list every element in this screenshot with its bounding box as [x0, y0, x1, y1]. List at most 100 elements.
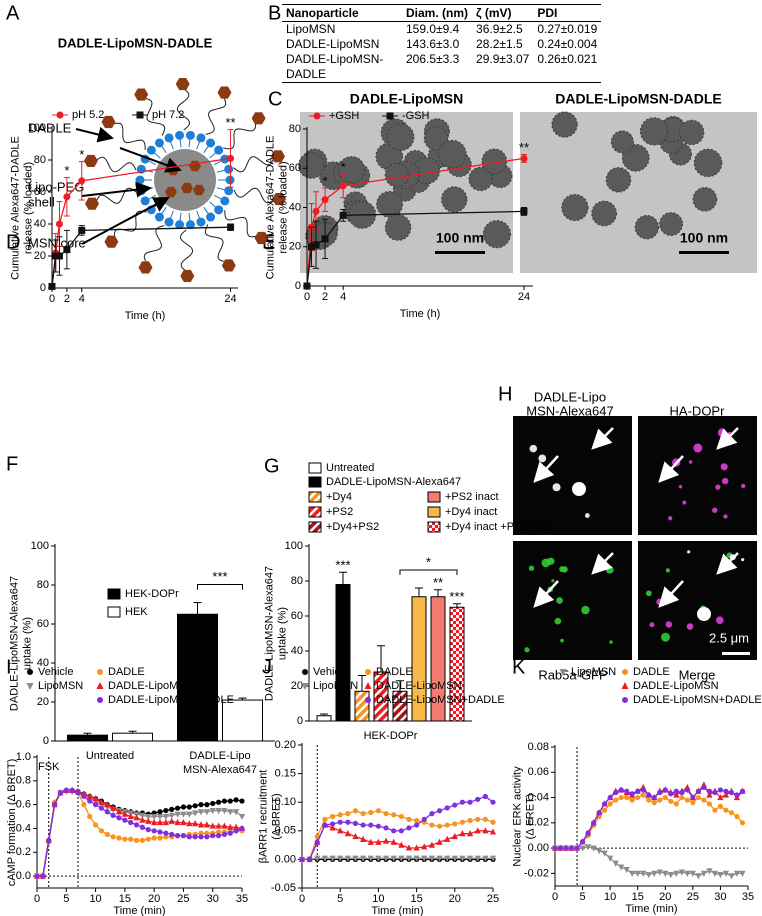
marker — [55, 220, 63, 228]
fluorescent-spot — [682, 500, 687, 505]
scale-label: 100 nm — [436, 230, 484, 246]
marker — [482, 793, 488, 800]
reference-label: FSK — [38, 761, 60, 773]
lipid-head — [136, 186, 146, 196]
marker — [662, 794, 668, 801]
marker — [646, 792, 652, 798]
marker — [69, 787, 75, 793]
y-tick-label: 0.15 — [275, 768, 296, 780]
marker — [557, 845, 564, 851]
fluorescent-spot — [678, 485, 683, 489]
marker — [667, 872, 674, 879]
legend-label: +Dy4 — [326, 491, 352, 503]
nanoparticle — [441, 186, 468, 213]
marker — [490, 819, 496, 825]
marker — [701, 784, 707, 791]
fluorescent-spot — [693, 443, 703, 453]
marker — [198, 834, 204, 840]
marker — [651, 800, 657, 806]
fluorescent-spot — [528, 565, 535, 571]
marker — [238, 813, 246, 821]
marker — [98, 798, 105, 805]
nanoparticle — [384, 162, 410, 188]
marker — [695, 788, 701, 794]
dadle-molecule — [272, 193, 287, 206]
marker — [186, 834, 192, 840]
marker — [629, 870, 636, 877]
table-cell: DADLE-LipoMSN — [286, 37, 380, 51]
lipid-head — [206, 212, 216, 222]
marker — [684, 787, 690, 793]
marker — [459, 799, 466, 805]
marker — [602, 801, 608, 807]
fluorescent-spot — [723, 514, 728, 519]
marker — [467, 799, 473, 805]
marker — [151, 818, 158, 826]
x-axis-label: Time (min) — [625, 903, 677, 915]
y-axis-label: (Δ FRET) — [524, 794, 536, 840]
significance: * — [79, 147, 84, 162]
lipid-tail — [169, 210, 174, 220]
marker — [321, 235, 329, 243]
y-tick-label: -0.02 — [524, 867, 549, 879]
x-tick-label: 30 — [714, 891, 726, 903]
marker — [717, 787, 724, 793]
marker — [174, 833, 181, 839]
bar — [112, 732, 153, 742]
y-tick-label: 20 — [34, 250, 46, 262]
fluorescent-spot — [605, 565, 614, 574]
marker — [215, 822, 222, 829]
marker — [233, 797, 239, 803]
marker — [128, 836, 134, 842]
marker — [209, 822, 216, 829]
series-line — [306, 210, 525, 287]
marker — [121, 810, 128, 817]
marker — [444, 805, 450, 811]
marker — [352, 855, 359, 862]
lipid-head — [185, 220, 195, 230]
marker — [364, 682, 372, 689]
marker — [92, 802, 99, 808]
marker — [97, 697, 103, 703]
marker — [110, 812, 116, 818]
marker — [87, 813, 93, 820]
lipid-head — [140, 196, 150, 206]
marker — [559, 669, 567, 676]
y-tick-label: 1.0 — [16, 751, 31, 763]
nanoparticle — [634, 215, 660, 240]
marker — [375, 823, 381, 829]
marker — [162, 818, 169, 826]
fluorescent-spot — [547, 557, 555, 565]
marker — [221, 831, 228, 838]
marker — [209, 807, 216, 815]
marker — [329, 855, 336, 862]
marker — [337, 855, 344, 862]
marker — [322, 822, 328, 828]
lipid-head — [154, 212, 164, 222]
peg-chain — [224, 210, 259, 238]
marker — [180, 811, 187, 818]
micrograph — [638, 416, 757, 535]
peg-chain — [176, 87, 191, 131]
marker — [728, 810, 735, 816]
diagram-label: shell — [28, 194, 55, 209]
legend-swatch — [308, 476, 322, 488]
marker — [405, 855, 413, 862]
lipid-head — [135, 175, 145, 185]
fluorescent-spot — [556, 597, 563, 604]
lipid-tail — [188, 138, 191, 148]
nanoparticle — [639, 117, 669, 146]
marker — [352, 808, 359, 814]
x-axis-label: Time (min) — [113, 905, 165, 916]
table-row: DADLE-LipoMSN-DADLE 206.5±3.3 29.9±3.07 0.2… — [282, 52, 602, 83]
fluorescent-spot — [665, 621, 673, 628]
lipid-head — [214, 205, 224, 215]
marker — [482, 816, 488, 822]
marker — [227, 223, 235, 231]
y-axis-label: uptake (%) — [21, 617, 33, 670]
micrograph — [513, 541, 632, 660]
marker — [186, 820, 193, 827]
marker — [596, 848, 603, 855]
marker — [390, 838, 397, 845]
